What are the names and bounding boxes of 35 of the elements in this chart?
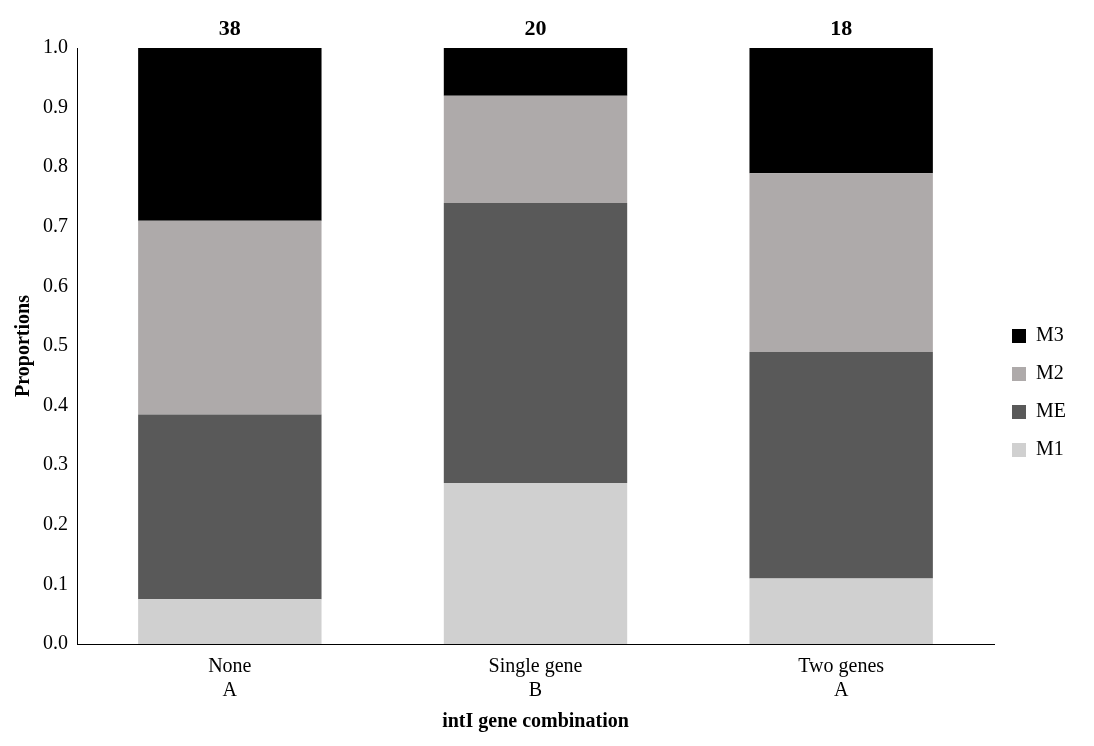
y-axis-title: Proportions	[11, 294, 35, 397]
legend-label: M2	[1036, 361, 1064, 384]
x-tick-label: None A	[208, 654, 252, 701]
y-tick-label: 0.6	[43, 273, 68, 296]
y-tick-label: 0.3	[43, 452, 68, 475]
bar	[749, 351, 933, 579]
y-tick-label: 0.7	[43, 214, 68, 237]
bar	[138, 48, 322, 221]
y-tick-label: 0.4	[43, 392, 68, 415]
legend-label: ME	[1036, 399, 1066, 422]
x-axis-title: intI gene combination	[442, 709, 629, 733]
bar	[138, 220, 322, 415]
bar	[138, 599, 322, 644]
y-tick-label: 0.9	[43, 94, 68, 117]
bar	[443, 202, 628, 484]
bar	[443, 95, 628, 203]
annotation: 18	[830, 14, 853, 40]
legend-label: M3	[1036, 323, 1064, 346]
y-tick-label: 0.2	[43, 512, 68, 535]
y-tick-label: 0.1	[43, 571, 68, 594]
bar	[138, 414, 322, 600]
bar	[443, 483, 628, 644]
annotation: 20	[524, 14, 547, 40]
x-tick-label: Two genes A	[798, 654, 885, 701]
y-tick-label: 1.0	[43, 35, 68, 58]
y-tick-label: 0.0	[43, 631, 68, 654]
bar	[749, 173, 933, 352]
legend-label: M1	[1036, 437, 1064, 460]
x-tick-label: Single gene B	[488, 654, 583, 701]
bar	[749, 578, 933, 644]
bar	[749, 48, 933, 174]
y-tick-label: 0.8	[43, 154, 68, 177]
bar	[443, 48, 628, 96]
y-tick-label: 0.5	[43, 333, 68, 356]
annotation: 38	[218, 14, 241, 40]
